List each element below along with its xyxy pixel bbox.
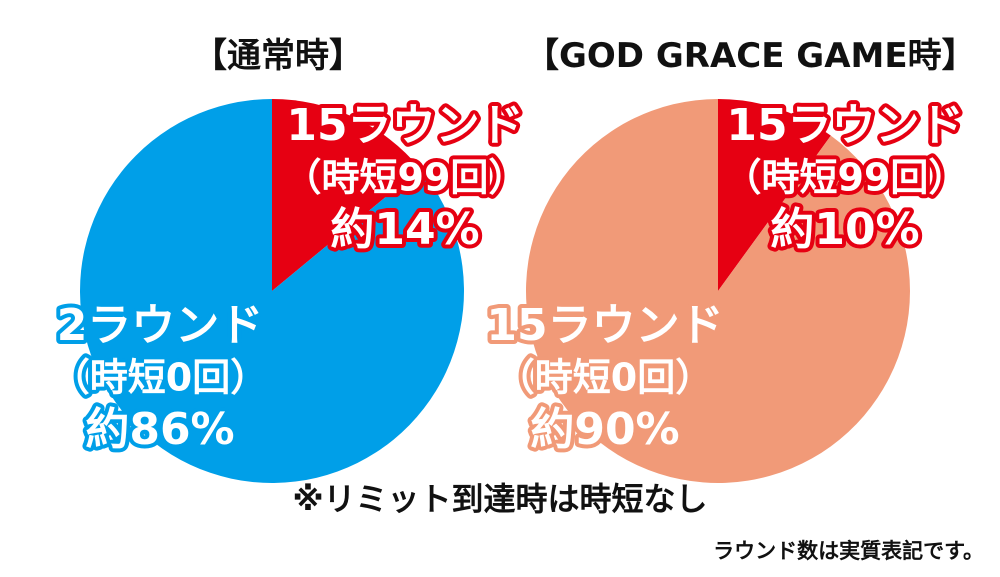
pie-label-line: （時短99回） (284, 156, 527, 200)
pie-chart-normal: 15ラウンド （時短99回）約14% 2ラウンド （時短0回）約86% (48, 96, 530, 483)
pie-chart-god-grace-game: 15ラウンド （時短99回）約10% 15ラウンド （時短0回）約90% (482, 96, 970, 483)
pie-label-line: （時短99回） (724, 156, 967, 200)
chart-title-normal: 【通常時】 (193, 36, 363, 76)
pie-label-line: 約90% (530, 404, 679, 455)
pie-slice-small (718, 99, 831, 291)
limit-note: ※リミット到達時は時短なし (292, 480, 708, 518)
pie-slice-large (525, 99, 910, 483)
pie-label-line: 15ラウンド (286, 100, 523, 151)
pie-label-line: （時短0回） (52, 356, 268, 400)
pie-label-line: 2ラウンド (57, 300, 264, 351)
pie-label-line: 15ラウンド (726, 100, 963, 151)
pie-slice-large (80, 99, 464, 483)
pie-slice-small (272, 99, 420, 291)
pie-label-line: 約10% (770, 204, 919, 255)
round-footnote: ラウンド数は実質表記です。 (713, 539, 984, 563)
pie-label-line: 約14% (330, 204, 479, 255)
pie-label-line: 15ラウンド (486, 300, 723, 351)
pie-label-line: （時短0回） (497, 356, 713, 400)
chart-title-god-grace-game: 【GOD GRACE GAME時】 (525, 36, 976, 76)
pie-label-line: 約86% (85, 404, 234, 455)
